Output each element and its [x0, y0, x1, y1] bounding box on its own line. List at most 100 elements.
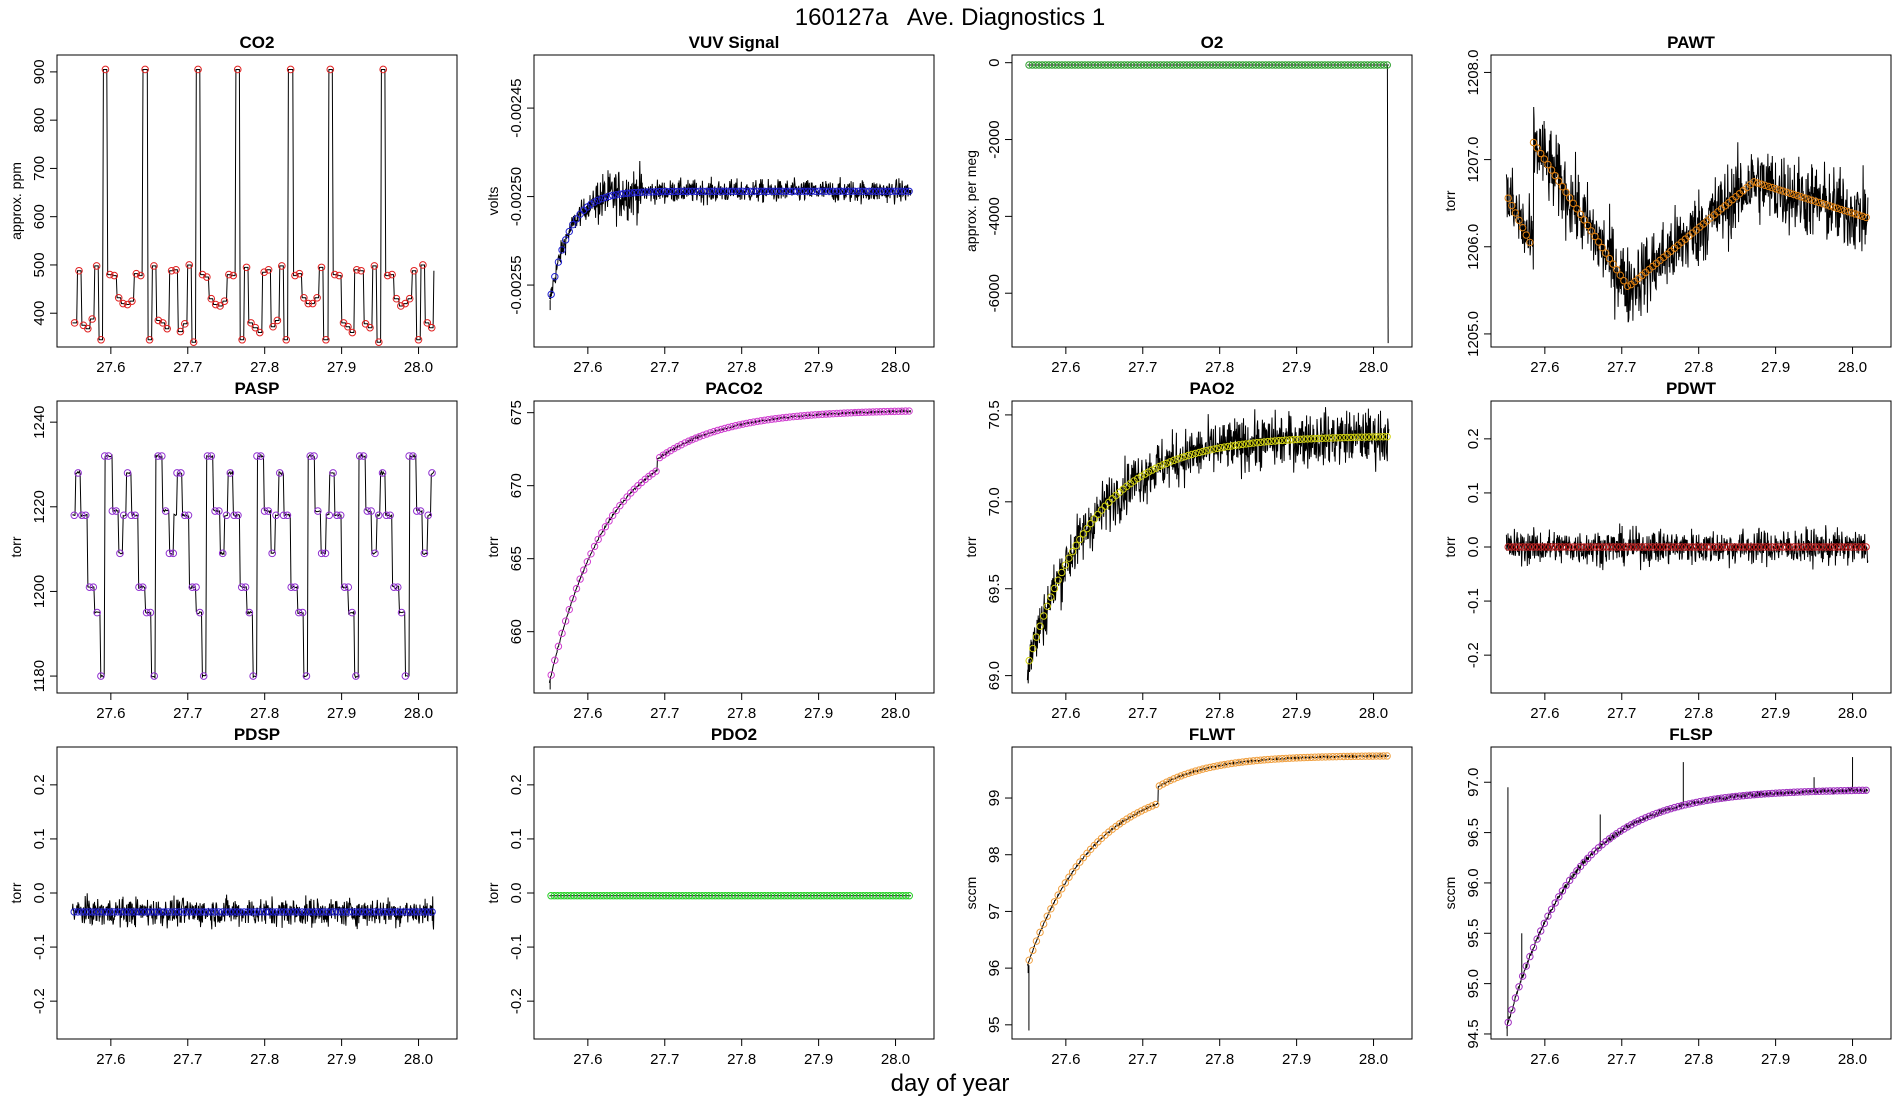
data-point	[1152, 800, 1160, 809]
data-point	[674, 187, 682, 196]
data-point	[843, 187, 852, 195]
data-point	[1025, 956, 1033, 964]
data-point	[1779, 789, 1787, 797]
data-point	[409, 452, 417, 460]
data-point	[1761, 790, 1769, 798]
data-point	[1551, 899, 1559, 907]
data-point	[1584, 221, 1592, 230]
data-point	[728, 187, 736, 195]
data-point	[1340, 433, 1348, 442]
data-point	[154, 452, 162, 460]
data-point	[825, 410, 834, 418]
data-point	[1786, 543, 1794, 551]
data-point	[1533, 543, 1541, 551]
data-point	[1753, 179, 1762, 187]
data-point	[1235, 758, 1243, 767]
data-point	[211, 300, 220, 309]
data-point	[742, 187, 751, 195]
data-point	[1253, 756, 1261, 765]
data-point	[1631, 543, 1639, 551]
data-point	[1862, 213, 1870, 222]
data-point	[1036, 622, 1044, 630]
data-point	[390, 583, 398, 592]
data-point	[74, 469, 82, 477]
data-point	[300, 293, 308, 302]
x-tick-label: 28.0	[881, 705, 910, 722]
data-point	[663, 187, 671, 196]
data-point	[1076, 535, 1084, 544]
plot-frame	[1011, 746, 1413, 1040]
data-point	[1083, 524, 1091, 533]
data-point	[796, 187, 805, 195]
data-point	[222, 908, 230, 916]
data-point	[1540, 155, 1549, 163]
data-point	[1681, 801, 1690, 809]
data-point	[1508, 1006, 1516, 1014]
x-tick-label: 27.9	[1282, 705, 1311, 722]
data-point	[1772, 185, 1780, 193]
data-point	[876, 187, 884, 195]
data-point	[359, 452, 368, 460]
data-point	[348, 608, 356, 617]
plot-frame	[56, 54, 458, 348]
x-tick-label: 27.9	[804, 1051, 833, 1068]
data-point	[1184, 769, 1192, 778]
x-tick-label: 27.7	[173, 359, 202, 376]
data-point	[1833, 543, 1841, 551]
data-point	[1609, 260, 1617, 268]
x-tick-label: 28.0	[404, 705, 433, 722]
x-tick-label: 27.6	[96, 1051, 125, 1068]
data-point	[207, 294, 216, 303]
x-tick-label: 28.0	[1359, 359, 1388, 376]
data-point	[670, 444, 678, 453]
data-point	[160, 908, 169, 916]
data-point	[1768, 789, 1776, 798]
data-point	[1598, 243, 1606, 252]
data-point	[887, 187, 895, 195]
x-tick-label: 27.8	[1684, 705, 1713, 722]
data-point	[1584, 543, 1592, 551]
data-point	[1811, 543, 1820, 551]
data-point	[854, 187, 863, 195]
data-point	[1844, 543, 1852, 551]
x-tick-label: 27.9	[327, 1051, 356, 1068]
data-point	[141, 65, 149, 74]
data-point	[872, 187, 881, 195]
data-point	[1307, 435, 1315, 443]
data-point	[619, 497, 628, 505]
data-point	[728, 422, 736, 431]
data-point	[392, 294, 401, 303]
data-point	[1054, 576, 1062, 584]
data-point	[1739, 791, 1747, 800]
data-point	[608, 191, 617, 200]
data-point	[681, 439, 689, 447]
series-line	[1505, 523, 1869, 571]
data-point	[1325, 434, 1333, 442]
panel-pao2: PAO2 27.6 27.7 27.8 27.9 28.0 69.0 69.5 70.0 70.5…	[963, 379, 1413, 722]
data-point	[269, 322, 277, 331]
data-point	[1612, 265, 1621, 274]
data-point	[1797, 193, 1805, 201]
data-point	[298, 608, 307, 617]
data-point	[905, 892, 913, 900]
y-tick-label: 0.1	[1465, 482, 1482, 503]
data-point	[1076, 858, 1084, 866]
data-point	[1620, 277, 1628, 285]
data-point	[630, 188, 639, 197]
data-point	[818, 187, 827, 195]
data-point	[1213, 444, 1221, 453]
data-point	[1271, 755, 1279, 763]
x-tick-label: 27.8	[727, 705, 756, 722]
data-point	[858, 187, 866, 195]
data-point	[1819, 787, 1827, 795]
y-tick-label: 96.0	[1465, 868, 1482, 897]
data-point	[637, 188, 646, 196]
data-point	[268, 549, 276, 558]
series-line	[1505, 106, 1869, 323]
data-point	[829, 409, 837, 418]
data-point	[1688, 799, 1697, 807]
data-point	[1670, 543, 1679, 551]
data-point	[366, 323, 374, 332]
data-point	[1180, 770, 1189, 779]
data-point	[1594, 543, 1603, 551]
